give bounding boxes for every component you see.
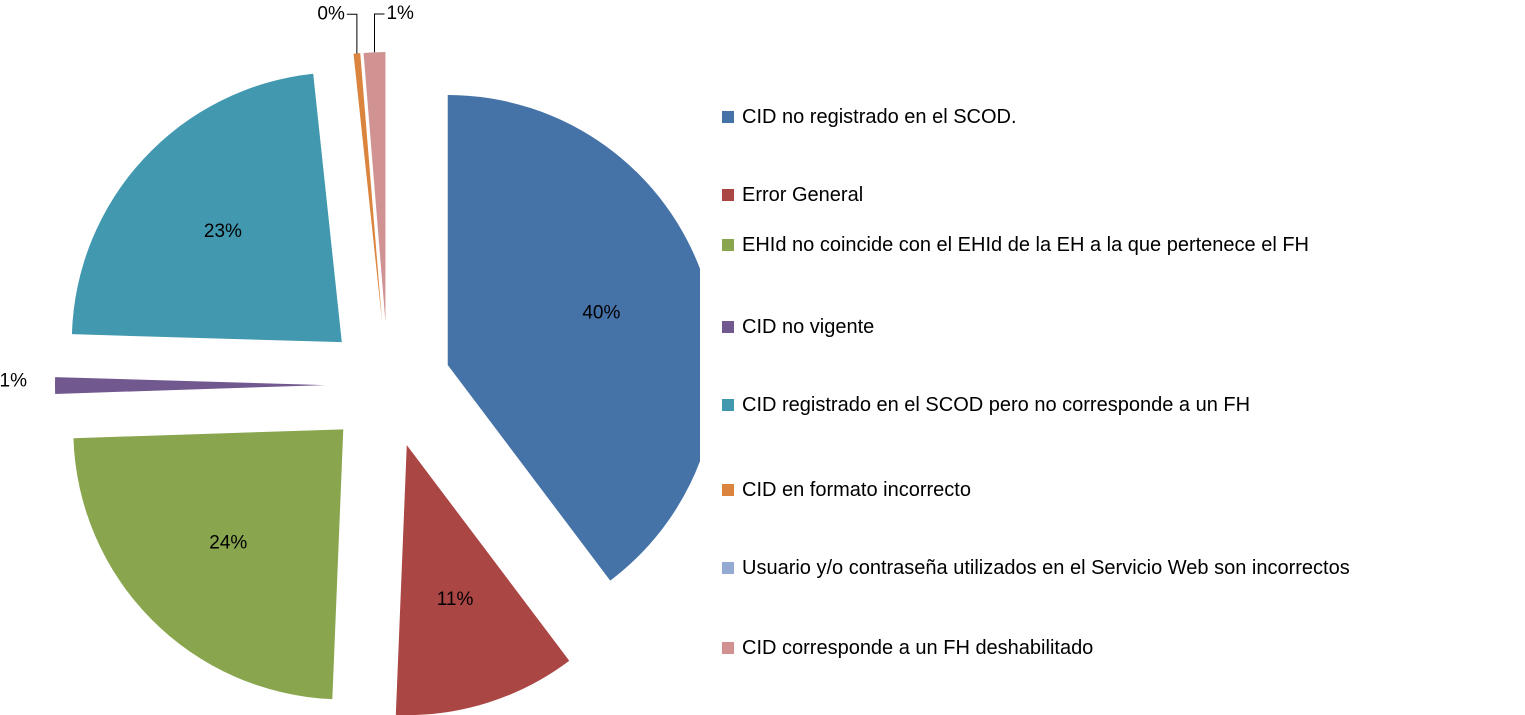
leader-line	[346, 13, 358, 54]
data-label: 0%	[317, 3, 345, 24]
legend-swatch	[722, 189, 734, 201]
legend-item: CID en formato incorrecto	[722, 471, 1512, 509]
pie-slice	[71, 73, 342, 343]
data-label: 1%	[386, 3, 414, 24]
data-label: 23%	[204, 221, 242, 242]
legend-label: CID registrado en el SCOD pero no corres…	[742, 394, 1251, 416]
leader-line	[373, 13, 385, 53]
legend-swatch	[722, 484, 734, 496]
legend-label: CID en formato incorrecto	[742, 479, 971, 501]
legend-swatch	[722, 111, 734, 123]
data-label: 40%	[582, 303, 620, 324]
data-label: 11%	[437, 589, 474, 610]
pie-slice	[55, 377, 326, 394]
legend-item: CID corresponde a un FH deshabilitado	[722, 629, 1512, 667]
legend-swatch	[722, 642, 734, 654]
legend-item: CID no vigente	[722, 308, 1512, 346]
legend-swatch	[722, 562, 734, 574]
legend-swatch	[722, 321, 734, 333]
pie-slice	[353, 53, 383, 323]
legend-label: CID no registrado en el SCOD.	[742, 106, 1017, 128]
pie-slice	[447, 95, 700, 581]
legend-label: CID corresponde a un FH deshabilitado	[742, 637, 1094, 659]
data-label: 1%	[0, 371, 27, 392]
legend-swatch	[722, 239, 734, 251]
data-label: 24%	[209, 532, 247, 553]
pie-slice	[73, 429, 344, 700]
legend-item: CID no registrado en el SCOD.	[722, 98, 1512, 136]
pie-slice	[395, 445, 570, 715]
legend-label: CID no vigente	[742, 316, 875, 338]
chart: 40% 11% 24% 1% 23% 0% 1%	[0, 3, 700, 715]
legend-item: Error General	[722, 176, 1512, 214]
legend-label: Usuario y/o contraseña utilizados en el …	[742, 557, 1350, 579]
legend-item: CID registrado en el SCOD pero no corres…	[722, 386, 1512, 424]
legend-swatch	[722, 399, 734, 411]
legend-label: Error General	[742, 184, 864, 206]
pie-slice	[363, 52, 386, 323]
legend-item: EHId no coincide con el EHId de la EH a …	[722, 226, 1512, 264]
legend-item: Usuario y/o contraseña utilizados en el …	[722, 549, 1512, 587]
legend-label: EHId no coincide con el EHId de la EH a …	[742, 234, 1309, 256]
